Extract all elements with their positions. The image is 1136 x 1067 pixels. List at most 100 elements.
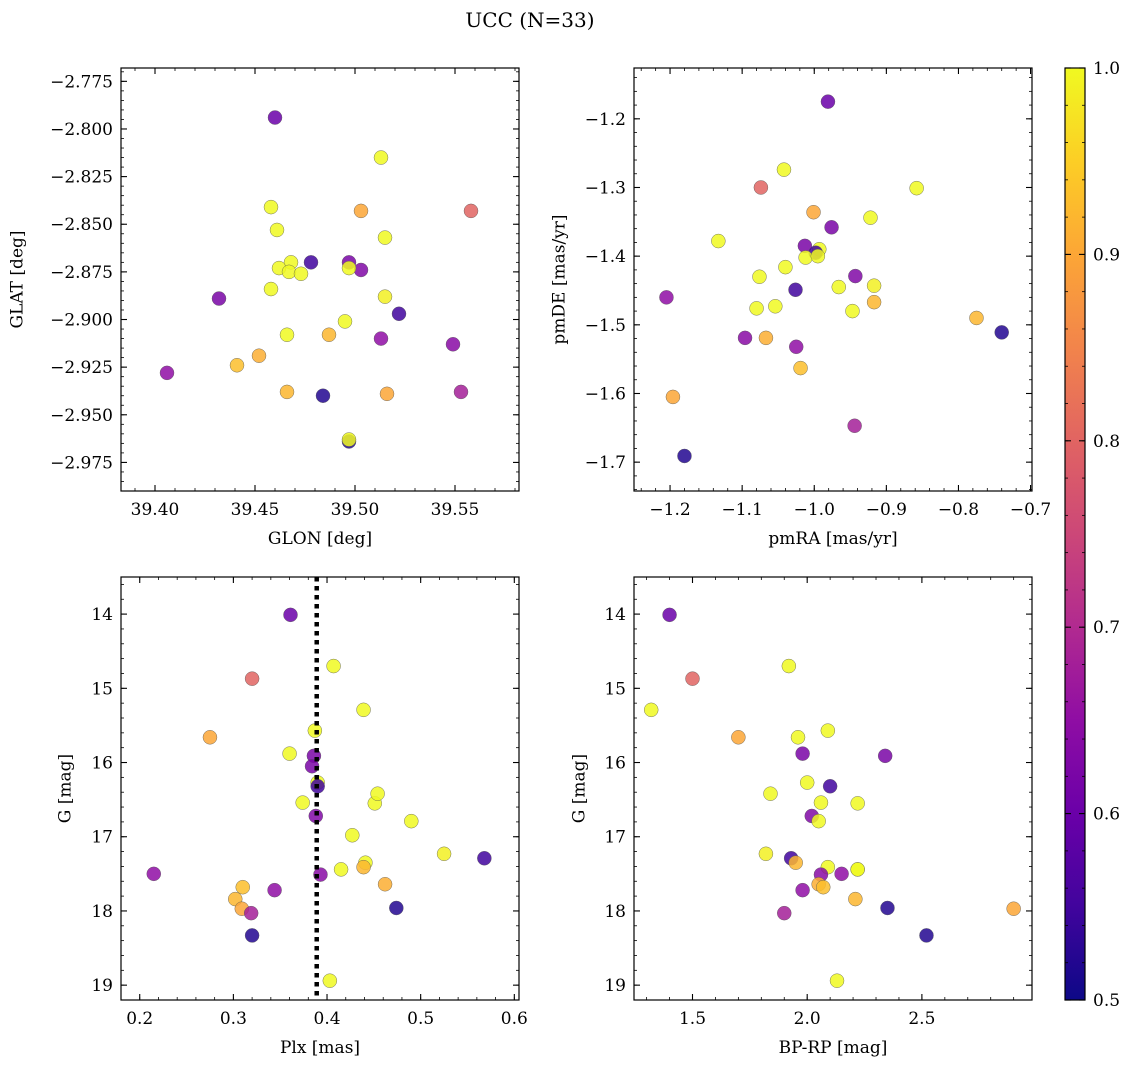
data-point <box>644 702 659 718</box>
data-point <box>788 282 803 298</box>
colorbar-tick-label: 0.5 <box>1093 991 1120 1011</box>
y-tick-label: −1.3 <box>585 178 626 198</box>
y-tick-label: −1.6 <box>585 384 626 404</box>
axes-frame <box>120 67 520 492</box>
y-axis-label: G [mag] <box>56 754 76 823</box>
data-point <box>798 250 813 265</box>
data-point <box>781 658 797 674</box>
data-point <box>790 730 806 745</box>
data-point <box>1006 901 1021 916</box>
data-point <box>356 702 371 718</box>
y-tick-label: 19 <box>604 976 626 996</box>
data-point <box>267 882 282 898</box>
x-axis-label: Plx [mas] <box>280 1038 360 1058</box>
scatter-points <box>659 94 1009 464</box>
data-point <box>279 327 295 342</box>
y-tick-label: 14 <box>604 605 626 625</box>
y-tick-label: −2.975 <box>50 453 113 473</box>
x-tick-label: −0.7 <box>1010 500 1051 520</box>
scatter-points <box>159 110 479 449</box>
data-point <box>391 306 407 321</box>
data-point <box>994 325 1009 340</box>
axes-frame <box>633 67 1033 492</box>
y-tick-label: −1.4 <box>585 247 626 267</box>
data-point <box>969 310 984 326</box>
data-point <box>303 255 319 270</box>
x-tick-label: 0.6 <box>501 1009 528 1029</box>
data-point <box>789 339 804 354</box>
data-point <box>377 877 393 892</box>
data-point <box>389 900 404 916</box>
x-axis-label: pmRA [mas/yr] <box>768 529 897 549</box>
x-tick-label: 2.0 <box>794 1009 821 1029</box>
y-tick-label: −1.2 <box>585 110 626 130</box>
data-point <box>850 862 865 877</box>
data-point <box>379 386 395 402</box>
data-point <box>373 331 389 346</box>
data-point <box>776 162 792 177</box>
data-point <box>322 973 338 988</box>
data-point <box>820 94 836 109</box>
colorbar-tick-label: 0.6 <box>1093 805 1120 825</box>
y-tick-label: 15 <box>604 679 626 699</box>
data-point <box>731 730 746 745</box>
y-tick-label: 18 <box>604 902 626 922</box>
data-point <box>829 973 845 988</box>
data-point <box>845 303 860 319</box>
data-point <box>436 846 452 862</box>
data-point <box>806 205 821 220</box>
data-point <box>793 360 808 376</box>
data-point <box>834 866 849 882</box>
data-point <box>345 828 360 843</box>
y-tick-label: −2.900 <box>50 311 113 331</box>
data-point <box>341 432 357 447</box>
x-tick-label: 39.50 <box>331 500 380 520</box>
x-tick-label: 39.45 <box>231 500 280 520</box>
data-point <box>341 260 357 276</box>
x-tick-label: 39.40 <box>131 500 180 520</box>
data-point <box>353 262 369 278</box>
colorbar-tick-label: 1.0 <box>1093 59 1120 79</box>
data-point <box>665 389 681 405</box>
data-point <box>752 269 767 284</box>
data-point <box>848 891 863 907</box>
data-point <box>847 418 862 433</box>
data-point <box>453 384 469 400</box>
figure-title: UCC (N=33) <box>465 8 594 32</box>
data-point <box>229 358 245 373</box>
y-tick-label: −2.775 <box>50 72 113 92</box>
data-point <box>251 348 267 363</box>
colorbar-frame <box>1064 67 1086 1001</box>
x-tick-label: 0.3 <box>220 1009 247 1029</box>
data-point <box>763 786 778 801</box>
panel-1: 39.40 39.45 39.50 39.55 −2.775 −2.800 −2.825 −2… <box>8 67 520 549</box>
axes-frame <box>120 576 520 1001</box>
data-point <box>659 290 674 305</box>
data-point <box>370 786 385 801</box>
data-point <box>315 388 331 403</box>
data-point <box>477 851 492 866</box>
data-point <box>810 248 826 264</box>
x-tick-label: 0.5 <box>407 1009 434 1029</box>
y-tick-label: −1.5 <box>585 316 626 336</box>
data-point <box>788 855 803 870</box>
data-point <box>353 203 369 219</box>
y-tick-label: −2.925 <box>50 358 113 378</box>
data-point <box>799 775 815 790</box>
y-tick-label: −2.950 <box>50 406 113 426</box>
x-tick-label: 0.2 <box>126 1009 153 1029</box>
data-point <box>244 928 260 943</box>
colorbar-tick-label: 0.7 <box>1093 618 1120 638</box>
data-point <box>211 291 227 306</box>
data-point <box>822 779 838 794</box>
x-tick-label: −1.2 <box>649 500 690 520</box>
panel-2: −1.2 −1.1 −1.0 −0.9 −0.8 −0.7 −1.2 −1.3 −1.4 −1.5… <box>550 67 1051 549</box>
axes-frame <box>633 576 1033 1001</box>
data-point <box>758 846 774 862</box>
x-tick-label: 1.5 <box>679 1009 706 1029</box>
data-point <box>159 365 175 381</box>
data-point <box>282 746 297 761</box>
data-point <box>685 671 700 686</box>
data-point <box>281 264 297 280</box>
